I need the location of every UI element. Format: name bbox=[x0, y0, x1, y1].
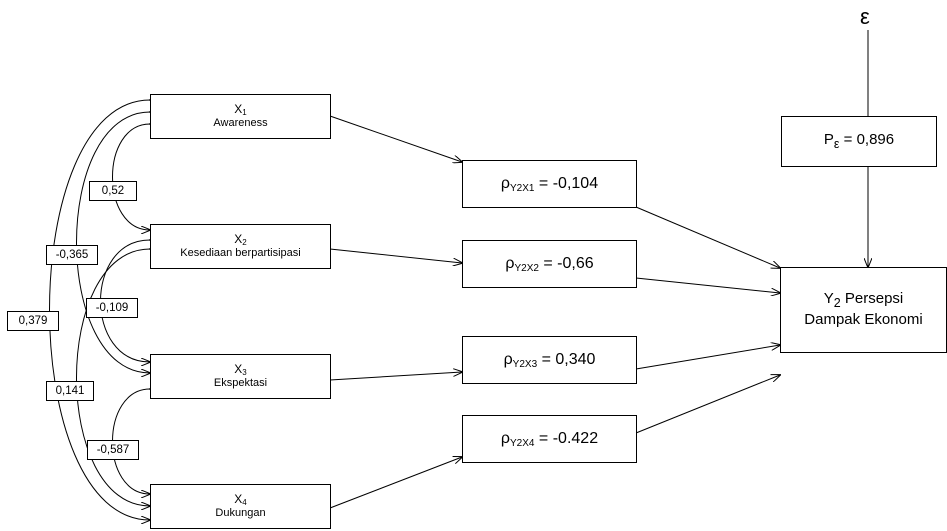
x1-name: Awareness bbox=[213, 117, 268, 130]
y2-line2: Dampak Ekonomi bbox=[804, 311, 923, 329]
arrow-x4-to-rho4 bbox=[329, 457, 462, 509]
x3-name: Ekspektasi bbox=[213, 377, 268, 390]
rho2-box: ρY2X2 = -0,66 bbox=[462, 240, 637, 288]
arrow-rho4-to-y bbox=[635, 375, 780, 434]
rho1-label: ρY2X1 = -0,104 bbox=[500, 174, 599, 194]
corr-x1-x2: 0,52 bbox=[89, 181, 137, 201]
rho3-box: ρY2X3 = 0,340 bbox=[462, 336, 637, 384]
rho4-label: ρY2X4 = -0.422 bbox=[500, 429, 599, 449]
y2-line1: Y2 Persepsi bbox=[823, 289, 904, 310]
arrow-x3-to-rho3 bbox=[329, 372, 462, 381]
epsilon-symbol: ε bbox=[860, 4, 870, 29]
corr-x1-x3: -0,365 bbox=[46, 245, 98, 265]
rho2-label: ρY2X2 = -0,66 bbox=[505, 254, 594, 274]
x4-symbol: X4 bbox=[234, 492, 247, 508]
pe-label: Pε = 0,896 bbox=[823, 130, 895, 151]
curve-x1-x4 bbox=[49, 100, 151, 520]
curve-x2-x4 bbox=[76, 249, 151, 506]
corr-x3-x4: -0,587 bbox=[87, 440, 139, 460]
x3-box: X3 Ekspektasi bbox=[150, 354, 331, 399]
x3-symbol: X3 bbox=[234, 362, 247, 378]
x1-symbol: X1 bbox=[234, 102, 247, 118]
arrow-x2-to-rho2 bbox=[329, 248, 462, 263]
rho3-label: ρY2X3 = 0,340 bbox=[503, 350, 596, 370]
arrow-rho1-to-y bbox=[635, 206, 780, 268]
y2-box: Y2 Persepsi Dampak Ekonomi bbox=[780, 267, 947, 353]
x4-name: Dukungan bbox=[215, 507, 266, 520]
arrow-rho3-to-y bbox=[635, 345, 780, 370]
arrow-x1-to-rho1 bbox=[329, 115, 462, 162]
x1-box: X1 Awareness bbox=[150, 94, 331, 139]
curve-x1-x3 bbox=[76, 112, 151, 373]
rho4-box: ρY2X4 = -0.422 bbox=[462, 415, 637, 463]
x2-box: X2 Kesediaan berpartisipasi bbox=[150, 224, 331, 269]
x2-name: Kesediaan berpartisipasi bbox=[180, 247, 301, 260]
pe-box: Pε = 0,896 bbox=[781, 116, 937, 167]
x4-box: X4 Dukungan bbox=[150, 484, 331, 529]
x2-symbol: X2 bbox=[234, 232, 247, 248]
corr-x2-x3: -0,109 bbox=[86, 298, 138, 318]
rho1-box: ρY2X1 = -0,104 bbox=[462, 160, 637, 208]
curve-x1-x2 bbox=[112, 124, 151, 230]
arrow-rho2-to-y bbox=[635, 277, 780, 293]
corr-x2-x4: 0,141 bbox=[46, 381, 94, 401]
corr-x1-x4: 0,379 bbox=[7, 311, 59, 331]
